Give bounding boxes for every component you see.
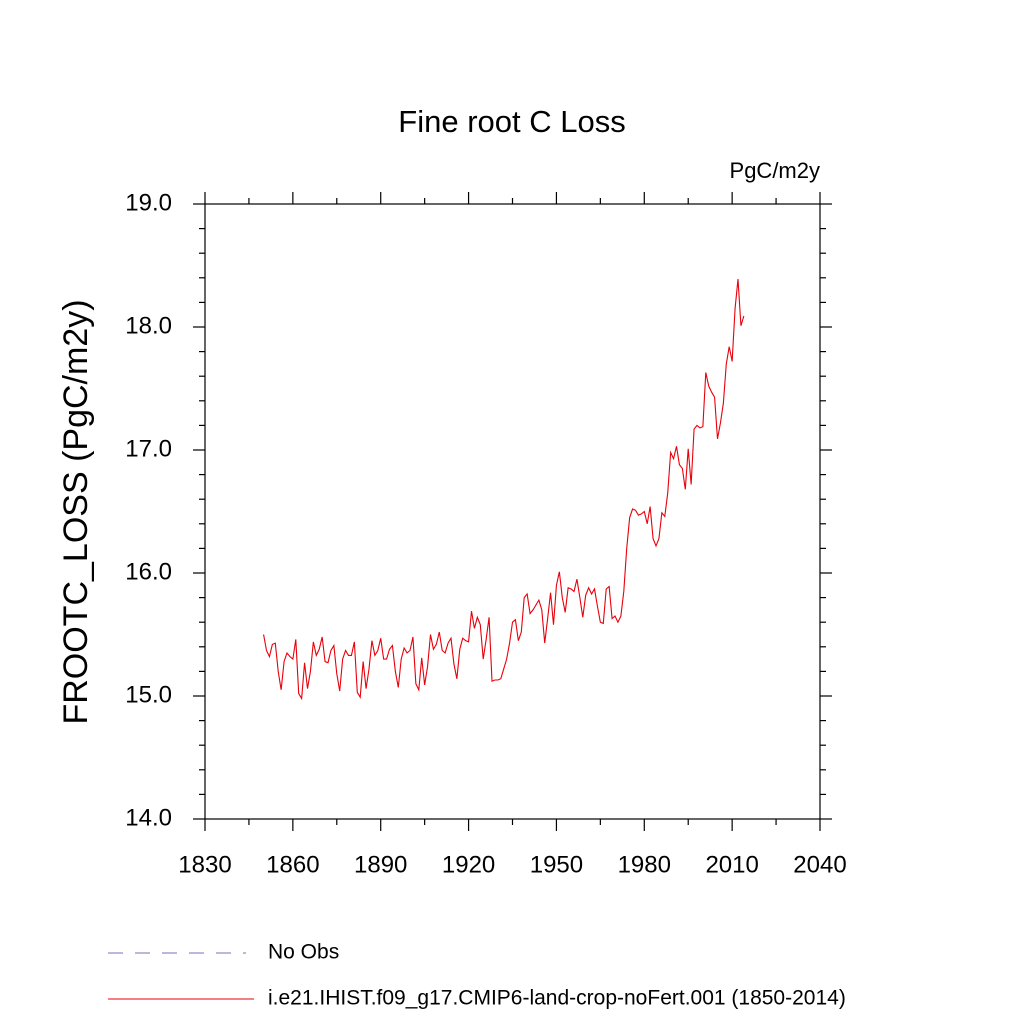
x-tick-label: 1950	[530, 851, 583, 878]
x-tick-label: 1980	[618, 851, 671, 878]
data-line	[263, 278, 745, 701]
y-tick-label: 18.0	[125, 312, 172, 339]
y-tick-label: 14.0	[125, 804, 172, 831]
units-label: PgC/m2y	[730, 158, 820, 183]
x-tick-label: 1830	[178, 851, 231, 878]
legend-label: i.e21.IHIST.f09_g17.CMIP6-land-crop-noFe…	[268, 987, 846, 1010]
plot-frame	[204, 203, 821, 820]
x-tick-label: 2010	[705, 851, 758, 878]
chart-title: Fine root C Loss	[398, 104, 625, 139]
y-tick-label: 19.0	[125, 189, 172, 216]
x-tick-label: 1920	[442, 851, 495, 878]
y-axis-label: FROOTC_LOSS (PgC/m2y)	[57, 299, 95, 724]
x-tick-label: 2040	[793, 851, 846, 878]
y-tick-label: 15.0	[125, 681, 172, 708]
y-tick-label: 16.0	[125, 558, 172, 585]
x-tick-label: 1860	[266, 851, 319, 878]
x-tick-label: 1890	[354, 851, 407, 878]
legend-label: No Obs	[268, 941, 339, 964]
y-tick-label: 17.0	[125, 435, 172, 462]
